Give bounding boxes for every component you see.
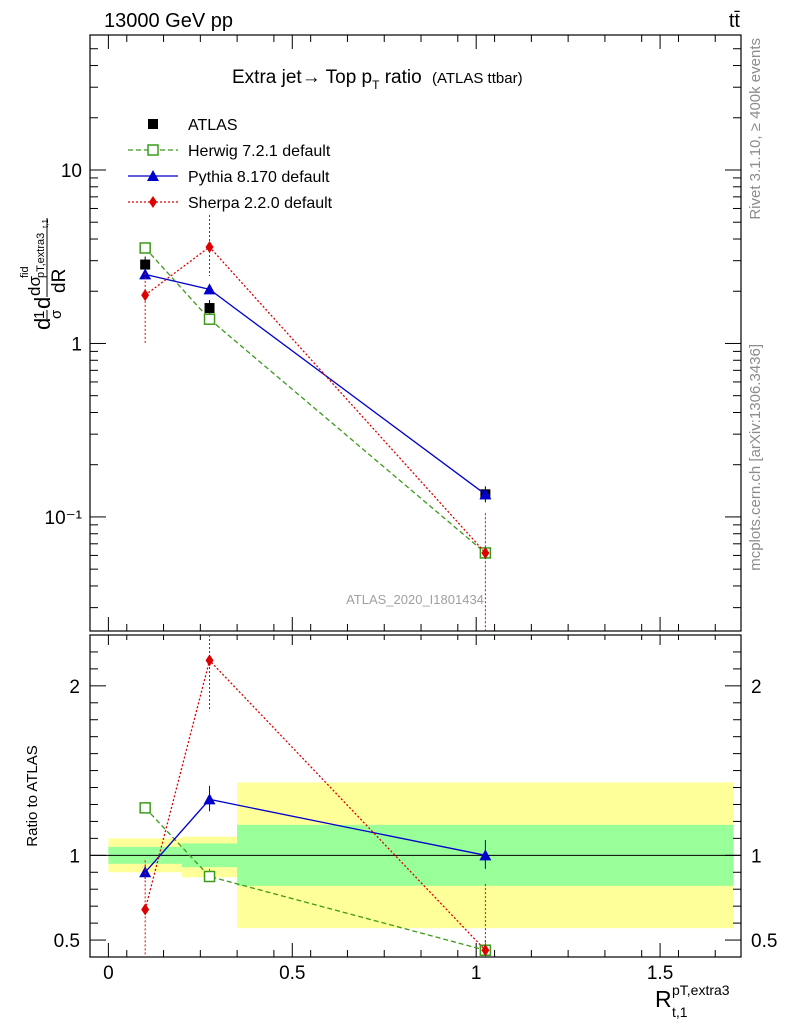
series-2-ratio-point (479, 849, 492, 861)
svg-text:σ: σ (48, 309, 65, 319)
ratio-y-tick-label: 2 (69, 677, 80, 698)
x-tick-label: 0.5 (279, 963, 305, 984)
main-y-tick-label: 10 (61, 161, 82, 182)
legend: ATLAS Herwig 7.2.1 default Pythia 8.170 de… (128, 117, 333, 212)
series-3-ratio-point (205, 654, 214, 667)
series-3-ratio-point (141, 903, 150, 916)
ratio-y-tick-label-right: 0.5 (751, 931, 777, 952)
series-2-point (203, 283, 216, 295)
series-3-ratio-point (481, 944, 490, 957)
axes-ticks: 0 0.5 1 1.5 10⁻¹ 1 10 0.5 0.5 1 1 2 2 (45, 34, 777, 984)
series-1-ratio-point (203, 870, 216, 883)
main-y-tick-label: 1 (71, 334, 82, 355)
chart-title-main: Extra jet→ Top p (232, 67, 372, 88)
series-2-ratio-point (203, 793, 216, 805)
series-1-line (144, 247, 486, 554)
x-axis-label-sub: t,1 (672, 1004, 688, 1020)
chart-title-sub: T (372, 78, 380, 92)
svg-text:fid: fid (19, 266, 31, 278)
svg-text:pT,extra3: pT,extra3 (35, 233, 47, 278)
ratio-y-tick-label-right: 1 (751, 846, 762, 867)
svg-text:dR: dR (49, 269, 70, 293)
svg-text:t,1: t,1 (41, 219, 50, 228)
series-3-line (144, 246, 486, 554)
rivet-label: Rivet 3.1.10, ≥ 400k events (747, 38, 764, 220)
series-2-ratio-point (139, 866, 152, 878)
process-label: tt̄ (729, 10, 741, 32)
series-3-point (141, 289, 150, 302)
series-1-point (203, 313, 216, 325)
mcplots-label: mcplots.cern.ch [arXiv:1306.3436] (747, 344, 764, 571)
main-y-tick-label: 10⁻¹ (45, 508, 83, 529)
ratio-y-tick-label: 1 (69, 846, 80, 867)
legend-label-3: Sherpa 2.2.0 default (188, 195, 333, 212)
main-plot-frame (89, 34, 742, 632)
legend-label-0: ATLAS (188, 117, 238, 134)
legend-marker-0 (148, 119, 158, 129)
chart-title-tail: ratio (379, 67, 421, 88)
ratio-series-group (139, 635, 492, 957)
series-3-point (481, 546, 490, 559)
svg-text:dσ: dσ (25, 276, 44, 296)
legend-marker-3 (149, 196, 157, 208)
main-series-group (139, 215, 492, 631)
energy-label: 13000 GeV pp (104, 10, 233, 32)
series-3-point (205, 240, 214, 253)
series-1-ratio-line (144, 807, 486, 951)
chart-title: Extra jet→ Top pT ratio (ATLAS ttbar) (232, 67, 523, 92)
main-y-axis-label: d 1 σ d dσ fid pT,extra3 t,1 dR (19, 218, 70, 330)
ratio-y-axis-label: Ratio to ATLAS (24, 745, 41, 846)
legend-marker-1 (147, 144, 159, 156)
x-axis-label: R pT,extra3 t,1 (655, 982, 730, 1020)
series-1-ratio-point (139, 802, 151, 814)
series-2-line (145, 273, 486, 495)
svg-text:1: 1 (31, 311, 48, 319)
series-1-point (139, 242, 151, 254)
watermark-label: ATLAS_2020_I1801434 (346, 592, 484, 607)
ratio-y-tick-label-right: 2 (751, 677, 762, 698)
ratio-y-tick-label: 0.5 (54, 931, 80, 952)
ratio-plot-frame (89, 634, 742, 958)
x-tick-label: 1.5 (647, 963, 673, 984)
x-axis-label-main: R (655, 986, 672, 1012)
legend-marker-2 (147, 170, 159, 181)
legend-label-1: Herwig 7.2.1 default (188, 143, 331, 160)
svg-text:d: d (30, 297, 55, 309)
legend-label-2: Pythia 8.170 default (188, 169, 330, 186)
x-tick-label: 1 (471, 963, 482, 984)
svg-text:d: d (30, 318, 55, 330)
x-tick-label: 0 (103, 963, 114, 984)
x-axis-label-sup: pT,extra3 (672, 982, 730, 998)
series-2-point (479, 488, 492, 500)
chart-title-note: (ATLAS ttbar) (432, 70, 523, 87)
